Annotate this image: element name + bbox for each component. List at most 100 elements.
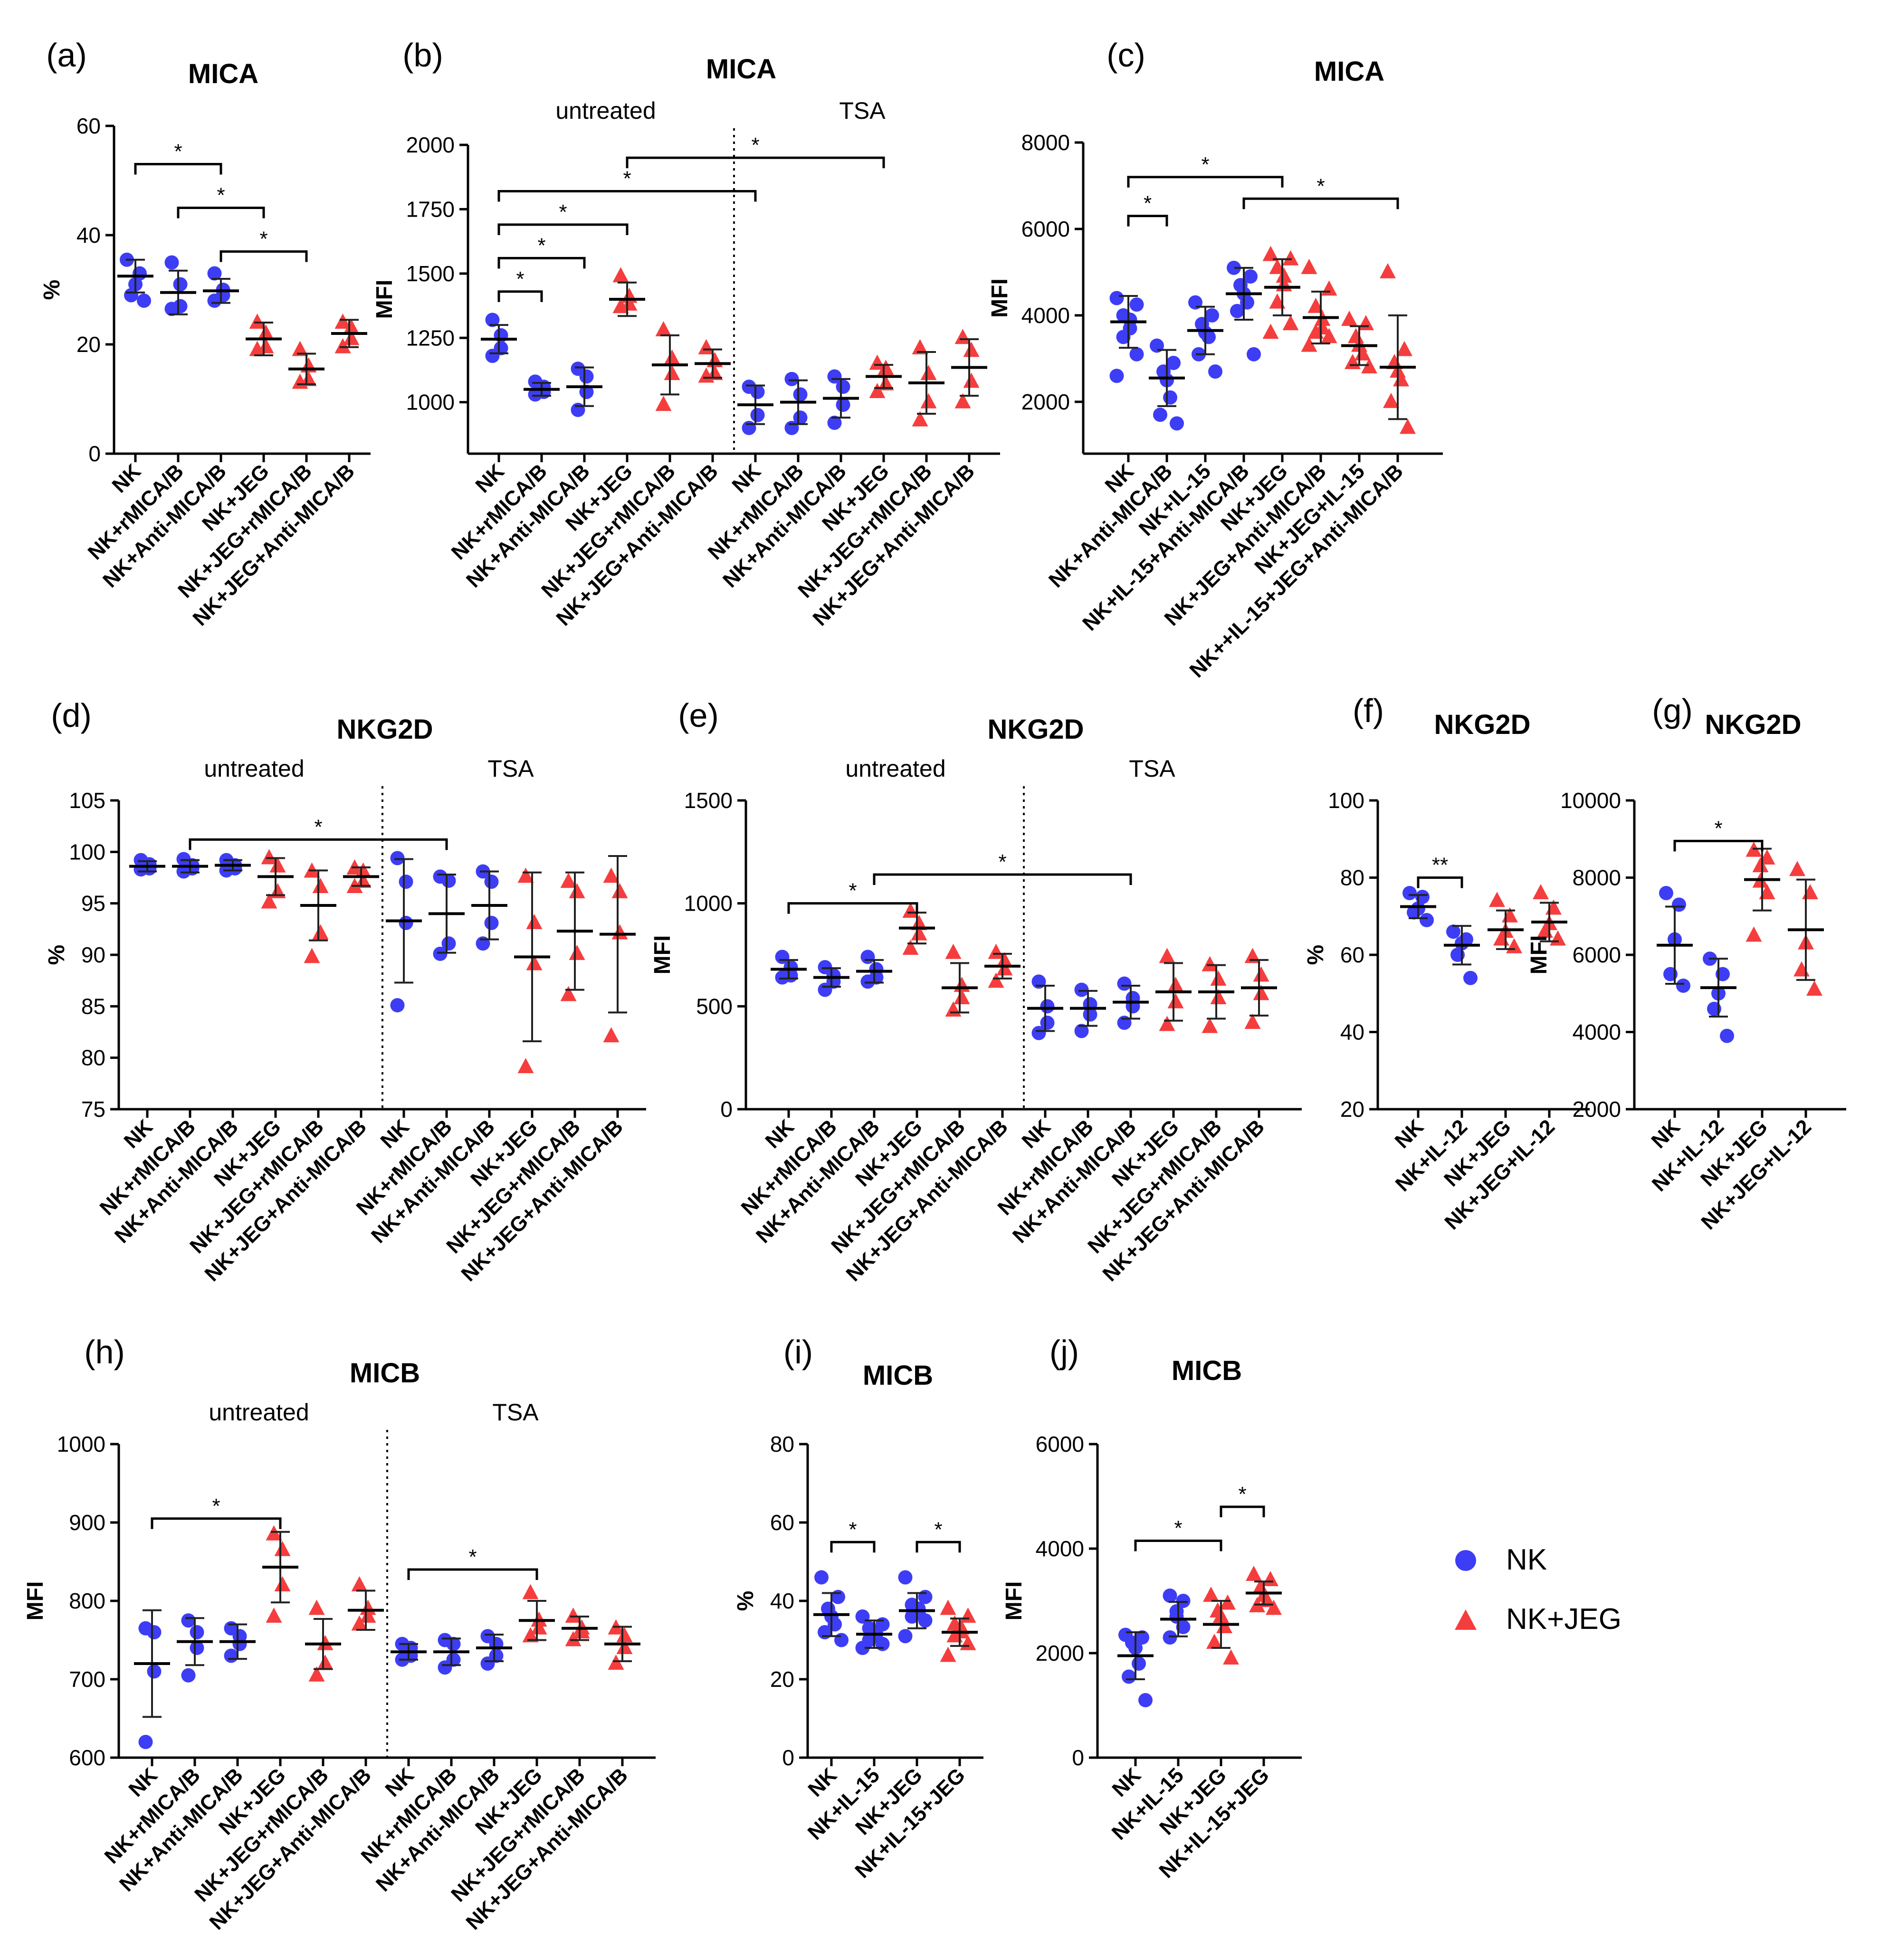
group-nk: NK [471,313,517,497]
data-point [793,387,808,402]
data-point [517,1058,534,1074]
data-point [1752,857,1769,873]
y-tick-label: 40 [1340,1020,1364,1045]
group-nk: NK [727,380,773,497]
data-point [963,342,980,357]
group-nk: NK [803,1570,849,1801]
data-point [1246,1566,1262,1581]
y-tick-label: 500 [696,994,733,1018]
data-point [1243,269,1258,284]
data-point [334,314,351,329]
data-point [1040,999,1055,1014]
y-tick-label: 6000 [1036,1432,1084,1456]
y-tick-label: 1000 [684,891,733,916]
data-point [351,1615,368,1631]
data-point [1253,966,1269,982]
y-tick-label: 100 [69,839,105,864]
y-tick-label: 2000 [1021,390,1070,414]
data-point [655,396,672,411]
y-tick-label: 105 [69,788,105,813]
data-point [1380,263,1396,278]
data-point [565,1608,582,1623]
significance-bracket [787,902,918,914]
data-point [827,416,842,430]
y-tick-label: 1500 [684,788,733,813]
data-point [836,398,850,412]
y-tick-label: 80 [81,1046,105,1070]
data-point [1282,315,1299,331]
data-point [911,925,927,941]
data-point [1720,1028,1734,1043]
data-point [355,862,372,878]
section-label-untreated: untreated [209,1399,309,1426]
y-tick-label: 1000 [57,1432,105,1456]
data-point [147,1625,162,1639]
data-point [1116,330,1131,344]
y-tick-label: 0 [1072,1745,1084,1770]
data-point [343,319,360,334]
data-point [836,380,850,394]
group-nk-il-15-anti-mica-b: NK+IL-15+Anti-MICA/B [1078,260,1262,635]
data-point [878,360,894,375]
data-point [1446,924,1460,939]
data-point [920,365,937,381]
data-point [528,387,543,402]
data-point [484,915,499,930]
group-nk: NK [1647,886,1693,1153]
panel-label: (d) [51,697,92,734]
y-axis-label: % [44,945,69,965]
data-point [1262,246,1279,261]
data-point [569,944,585,960]
data-point [1167,977,1184,992]
significance-bracket [1220,1505,1265,1517]
y-tick-label: 75 [81,1097,105,1122]
data-point [261,849,277,865]
data-point [1170,416,1184,431]
data-point [560,986,577,1001]
y-tick-label: 800 [69,1589,105,1613]
significance-label: ** [1432,854,1448,877]
y-tick-label: 60 [1340,942,1364,967]
data-point [960,1608,976,1623]
significance-bracket [497,257,586,269]
data-point [1502,907,1518,923]
y-tick-label: 2000 [406,133,455,157]
chart-title: MICB [863,1360,933,1391]
data-point [1220,1594,1236,1610]
data-point [1227,260,1241,275]
significance-bracket [873,873,1132,885]
section-label-tsa: TSA [1129,755,1175,782]
data-point [831,1589,845,1604]
data-point [517,867,534,883]
data-point [1276,267,1292,283]
data-point [1163,1589,1177,1603]
data-point [181,1668,196,1683]
data-point [1202,330,1216,344]
significance-bracket [916,1541,961,1553]
data-point [1210,970,1227,986]
y-tick-label: 600 [69,1745,105,1770]
group-nk-il-15-jeg-anti-mica-b: NK++IL-15+JEG+Anti-MICA/B [1185,263,1416,682]
y-axis-label: MFI [650,935,675,975]
data-point [784,420,799,435]
data-point [1802,884,1818,899]
data-point [1806,980,1822,996]
section-label-untreated: untreated [555,97,656,124]
chart-title: MICA [188,58,258,89]
chart-panel-i: (i)MICB020406080%NKNK+IL-15NK+JEGNK+IL-1… [733,1333,983,1883]
y-tick-label: 40 [770,1589,794,1613]
chart-title: NKG2D [1705,709,1801,740]
data-point [522,1627,539,1643]
data-point [940,1646,956,1662]
y-tick-label: 8000 [1021,130,1070,155]
data-point [954,393,971,409]
y-tick-label: 100 [1328,788,1364,813]
data-point [611,883,628,898]
significance-label: * [934,1518,942,1541]
y-tick-label: 1750 [406,197,455,221]
data-point [531,1619,547,1635]
data-point [224,1648,238,1663]
data-point [1031,1026,1046,1040]
y-tick-label: 0 [720,1097,733,1122]
